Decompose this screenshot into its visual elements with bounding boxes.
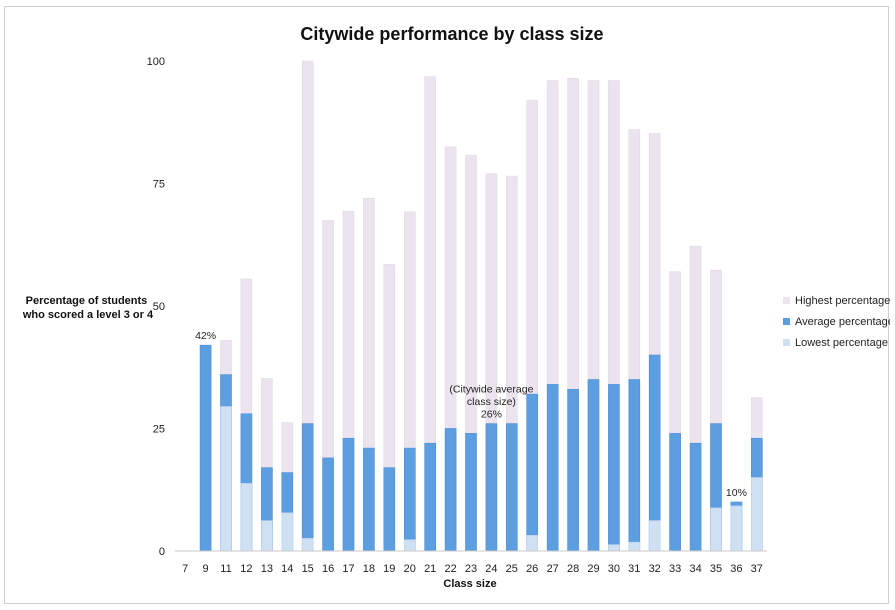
x-tick-label: 32 <box>649 563 661 575</box>
bar-average-24 <box>485 423 498 552</box>
y-tick-label: 75 <box>153 179 165 191</box>
x-tick-label: 7 <box>182 563 188 575</box>
y-axis-label-line-1: Percentage of students <box>26 295 148 307</box>
bar-lowest-15 <box>301 537 314 552</box>
bar-lowest-14 <box>281 512 294 552</box>
bar-average-18 <box>363 447 375 552</box>
bar-lowest-36 <box>730 505 743 552</box>
bar-lowest-26 <box>526 534 539 552</box>
legend-swatch-lowest <box>783 339 790 346</box>
x-tick-label: 21 <box>424 563 436 575</box>
bar-average-9 <box>199 344 212 552</box>
x-tick-label: 17 <box>342 563 354 575</box>
chart-frame: Citywide performance by class size 0 25 50… <box>4 6 890 604</box>
x-tick-label: 23 <box>465 563 477 575</box>
bar-lowest-12 <box>240 483 253 552</box>
bar-average-23 <box>465 433 477 552</box>
bar-average-16 <box>322 457 334 552</box>
x-tick-label: 37 <box>751 563 763 575</box>
x-tick-label: 15 <box>302 563 314 575</box>
bar-average-21 <box>424 442 437 552</box>
annotation-label: 10% <box>726 487 747 499</box>
bar-average-20 <box>403 447 416 552</box>
bars <box>199 60 763 552</box>
legend-label-highest: Highest percentage <box>795 295 890 307</box>
bar-average-30 <box>608 384 620 552</box>
y-tick-label: 100 <box>147 56 165 68</box>
x-tick-label: 27 <box>547 563 559 575</box>
chart: Citywide performance by class size 0 25 50… <box>22 24 890 590</box>
x-axis-label: Class size <box>443 578 496 590</box>
annotation-label: class size) <box>467 396 516 408</box>
legend-label-average: Average percentage <box>795 316 890 328</box>
bar-average-29 <box>587 379 600 552</box>
bar-average-22 <box>444 428 457 552</box>
bar-average-27 <box>546 384 559 552</box>
x-tick-label: 16 <box>322 563 334 575</box>
y-axis-label: Percentage of students who scored a leve… <box>22 295 154 321</box>
bar-average-25 <box>505 423 518 552</box>
x-tick-label: 30 <box>608 563 620 575</box>
bar-average-17 <box>342 437 355 552</box>
x-tick-label: 9 <box>203 563 209 575</box>
y-axis-label-line-2: who scored a level 3 or 4 <box>22 309 154 321</box>
annotation-label: 42% <box>195 330 216 342</box>
legend: Highest percentage Average percentage Lowe… <box>783 295 890 349</box>
bar-lowest-11 <box>220 406 232 552</box>
bar-average-34 <box>689 442 702 552</box>
bar-lowest-30 <box>608 544 620 552</box>
x-tick-label: 34 <box>689 563 701 575</box>
y-axis: 0 25 50 75 100 <box>147 56 165 558</box>
legend-label-lowest: Lowest percentage <box>795 337 888 349</box>
x-tick-label: 35 <box>710 563 722 575</box>
y-tick-label: 25 <box>153 424 165 436</box>
x-tick-label: 25 <box>506 563 518 575</box>
bar-lowest-20 <box>403 539 416 552</box>
x-tick-label: 22 <box>444 563 456 575</box>
x-tick-label: 28 <box>567 563 579 575</box>
x-tick-label: 13 <box>261 563 273 575</box>
x-tick-label: 36 <box>730 563 742 575</box>
bar-average-19 <box>383 467 396 552</box>
x-tick-label: 14 <box>281 563 293 575</box>
x-axis: 7 9 11 12 13 14 15 16 17 18 19 20 21 22 23 24 25 26 27 28 29… <box>175 550 767 575</box>
legend-swatch-average <box>783 318 790 325</box>
bar-average-26 <box>526 393 539 552</box>
bar-lowest-35 <box>710 507 722 552</box>
annotation-label: (Citywide average <box>449 384 533 396</box>
x-tick-label: 19 <box>383 563 395 575</box>
bar-lowest-31 <box>628 541 641 552</box>
bar-lowest-37 <box>750 477 763 552</box>
bar-average-15 <box>301 423 314 552</box>
bar-lowest-32 <box>648 520 661 552</box>
x-tick-label: 31 <box>628 563 640 575</box>
annotation-label: 26% <box>481 409 502 421</box>
y-tick-label: 0 <box>159 546 165 558</box>
x-tick-label: 20 <box>404 563 416 575</box>
bar-average-33 <box>669 433 681 552</box>
bar-average-28 <box>567 388 579 552</box>
x-tick-label: 33 <box>669 563 681 575</box>
bar-lowest-13 <box>261 520 273 552</box>
x-tick-label: 29 <box>587 563 599 575</box>
x-tick-label: 26 <box>526 563 538 575</box>
bar-average-31 <box>628 379 641 552</box>
x-tick-label: 12 <box>240 563 252 575</box>
y-tick-label: 50 <box>153 301 165 313</box>
legend-swatch-highest <box>783 297 790 304</box>
x-tick-label: 24 <box>485 563 497 575</box>
chart-title: Citywide performance by class size <box>300 24 603 44</box>
x-tick-label: 18 <box>363 563 375 575</box>
x-tick-label: 11 <box>220 563 231 575</box>
